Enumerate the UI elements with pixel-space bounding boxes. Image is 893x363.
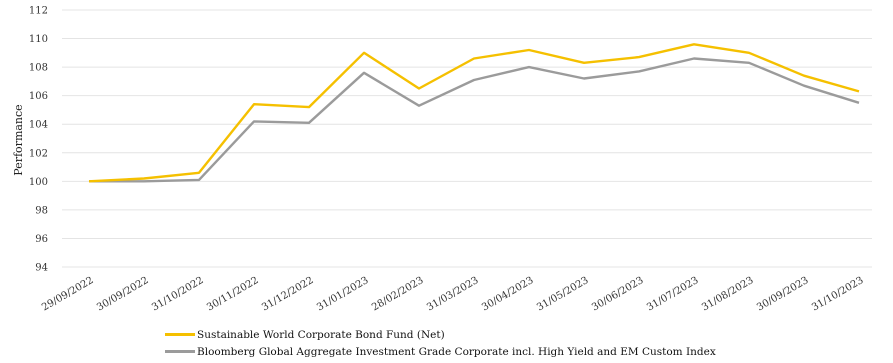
series-line-1 <box>89 57 860 183</box>
x-tick-label: 31/01/2023 <box>315 275 370 313</box>
y-tick-label: 98 <box>35 205 48 216</box>
x-tick-label: 31/07/2023 <box>645 275 700 313</box>
y-tick-label: 94 <box>35 263 48 274</box>
grid-lines <box>62 9 872 268</box>
y-tick-label: 104 <box>29 120 48 131</box>
legend-item-fund: Sustainable World Corporate Bond Fund (N… <box>165 326 716 343</box>
x-tick-label: 28/02/2023 <box>370 275 425 313</box>
y-axis-label: Performance <box>12 104 25 175</box>
x-tick-label: 30/09/2023 <box>755 275 810 313</box>
legend-item-index: Bloomberg Global Aggregate Investment Gr… <box>165 343 716 360</box>
x-tick-label: 30/06/2023 <box>590 275 645 313</box>
y-tick-label: 100 <box>29 177 48 188</box>
y-tick-label: 110 <box>29 34 48 45</box>
y-tick-label: 106 <box>29 91 48 102</box>
y-tick-label: 102 <box>29 148 48 159</box>
series-lines <box>88 43 860 183</box>
x-tick-label: 31/03/2023 <box>425 275 480 313</box>
legend-label-index: Bloomberg Global Aggregate Investment Gr… <box>197 345 716 358</box>
x-tick-label: 31/10/2023 <box>810 275 865 313</box>
y-tick-label: 96 <box>35 234 48 245</box>
x-axis-ticks: 29/09/2022 30/09/2022 31/10/2022 30/11/2022… <box>40 275 865 313</box>
series-line-0 <box>88 43 860 183</box>
legend: Sustainable World Corporate Bond Fund (N… <box>165 326 716 360</box>
x-tick-label: 30/04/2023 <box>480 275 535 313</box>
y-tick-label: 108 <box>29 63 48 74</box>
x-tick-label: 31/08/2023 <box>700 275 755 313</box>
legend-swatch-index <box>165 350 195 353</box>
x-tick-label: 31/12/2022 <box>260 275 315 313</box>
x-tick-label: 31/10/2022 <box>150 275 205 313</box>
y-tick-label: 112 <box>29 6 48 17</box>
y-axis-ticks: 94 96 98 100 102 104 106 108 110 112 <box>29 6 48 274</box>
x-tick-label: 29/09/2022 <box>40 275 95 313</box>
x-tick-label: 30/09/2022 <box>95 275 150 313</box>
legend-swatch-fund <box>165 333 195 336</box>
x-tick-label: 30/11/2022 <box>205 275 260 313</box>
x-tick-label: 31/05/2023 <box>535 275 590 313</box>
legend-label-fund: Sustainable World Corporate Bond Fund (N… <box>197 328 445 341</box>
